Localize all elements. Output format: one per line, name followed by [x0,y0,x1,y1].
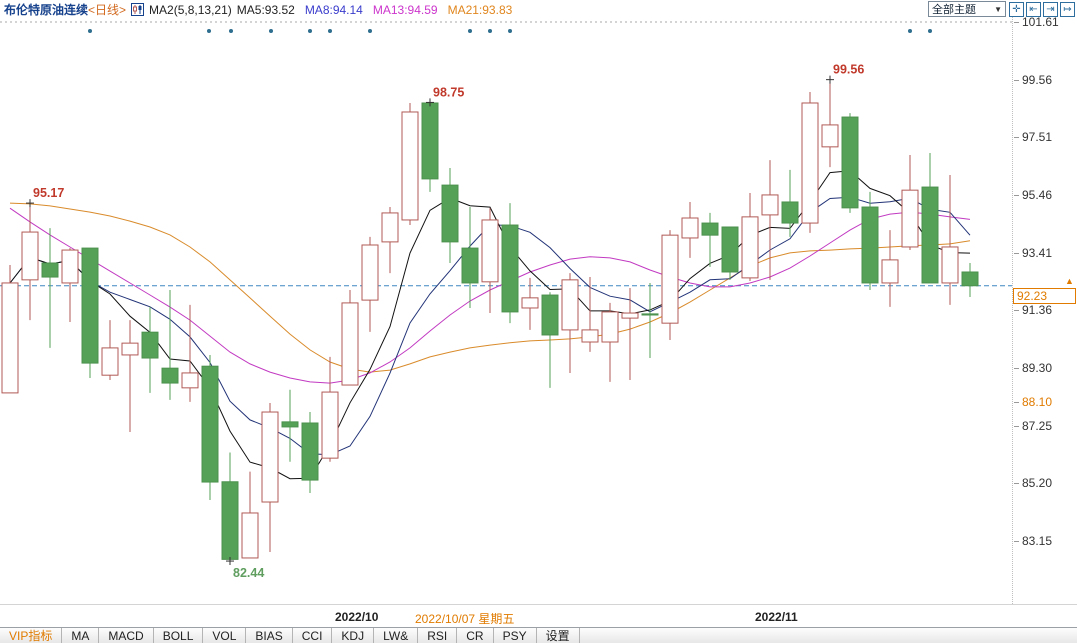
indicator-tabbar: VIP指标 MA MACD BOLL VOL BIAS CCI KDJ LW& RSI CR PSY 设… [0,627,1077,643]
price-axis-label: 89.30 [1013,361,1053,376]
price-axis-label: 99.56 [1013,72,1053,87]
ma-value-label: MA21:93.83 [447,2,513,17]
step-right-icon[interactable]: ⇥ [1043,1,1058,17]
price-axis-label: 101.61 [1014,15,1059,29]
indicator-tab-lw&[interactable]: LW& [374,628,419,643]
current-price-arrow-icon: ▲ [1065,275,1074,286]
date-axis: 2022/10 2022/10/07 星期五 2022/11 [0,604,1077,627]
chevron-down-icon: ▼ [994,4,1002,14]
pan-icon[interactable]: ✛ [1009,1,1024,17]
date-axis-label: 2022/10/07 星期五 [415,612,515,626]
header-left: 布伦特原油连续<日线> MA2(5,8,13,21) MA5:93.52 MA8:… [4,1,512,18]
price-axis-label: 88.10 [1013,394,1053,409]
step-left-icon[interactable]: ⇤ [1026,1,1041,17]
indicator-tab-kdj[interactable]: KDJ [332,628,375,643]
jump-latest-icon[interactable]: ↦ [1060,1,1075,17]
indicator-tab-ma[interactable]: MA [62,628,100,643]
price-annotation: 82.44 [233,566,264,580]
current-price-label: 92.23 [1013,287,1076,304]
theme-dropdown[interactable]: 全部主题 ▼ [928,1,1006,17]
indicator-params-label: MA2(5,8,13,21) [149,2,232,17]
indicator-tab-cr[interactable]: CR [457,628,494,643]
indicator-tab-vip[interactable]: VIP指标 [0,628,63,643]
price-annotation: 99.56 [833,63,864,77]
price-annotation: 95.17 [33,186,64,200]
indicator-tab-rsi[interactable]: RSI [418,628,458,643]
date-axis-label: 2022/10 [335,610,379,624]
ma-values: MA5:93.52 MA8:94.14 MA13:94.59 MA21:93.83 [237,3,513,17]
candlestick-chart[interactable]: 95.17 98.75 99.56 82.44 [0,17,1012,604]
price-axis-label: 91.36 [1013,303,1053,318]
indicator-tab-vol[interactable]: VOL [203,628,247,643]
indicator-tab-macd[interactable]: MACD [99,628,154,643]
price-axis-label: 85.20 [1013,476,1053,491]
indicator-tab-bias[interactable]: BIAS [246,628,293,643]
price-axis-label: 97.51 [1013,130,1053,145]
indicator-tab-boll[interactable]: BOLL [154,628,204,643]
indicator-tab-cci[interactable]: CCI [293,628,333,643]
price-axis-label: 95.46 [1013,187,1053,202]
indicator-tab-设置[interactable]: 设置 [537,628,580,643]
toolbar-icons: ✛ ⇤ ⇥ ↦ [1009,1,1075,17]
period-label[interactable]: <日线> [88,3,127,17]
symbol-title: 布伦特原油连续<日线> [4,3,127,17]
price-axis-label: 83.15 [1013,534,1053,549]
kline-indicator-icon[interactable] [131,3,145,16]
price-axis-label: 87.25 [1013,418,1053,433]
ma-value-label: MA8:94.14 [304,2,363,17]
ma-value-label: MA13:94.59 [372,2,438,17]
indicator-tab-psy[interactable]: PSY [494,628,537,643]
price-axis-label: 93.41 [1013,245,1053,260]
header-toolbar: 全部主题 ▼ ✛ ⇤ ⇥ ↦ [928,1,1075,17]
price-axis: 101.61 99.56 97.51 95.46 93.41 91.36 89.30 87.2… [1012,15,1077,604]
date-axis-label: 2022/11 [755,610,798,624]
chart-header: 布伦特原油连续<日线> MA2(5,8,13,21) MA5:93.52 MA8:… [0,0,1077,17]
price-annotation: 98.75 [433,85,464,99]
ma-value-label: MA5:93.52 [236,2,295,17]
